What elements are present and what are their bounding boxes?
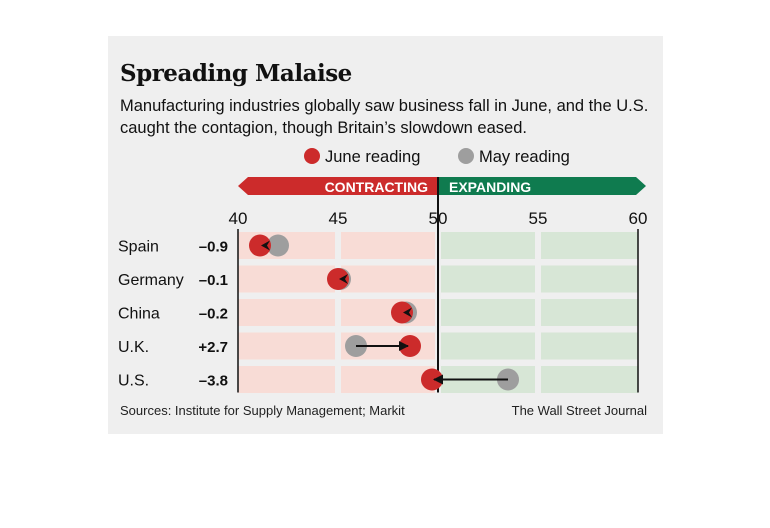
june-point xyxy=(249,234,271,257)
x-tick-label: 55 xyxy=(529,209,548,228)
zone-banner: CONTRACTING EXPANDING xyxy=(238,177,646,195)
june-point xyxy=(391,301,413,324)
expanding-label: EXPANDING xyxy=(449,179,531,195)
data-row: China –0.2 xyxy=(118,301,417,324)
country-label: Germany xyxy=(118,272,184,289)
change-value: –3.8 xyxy=(199,373,228,390)
country-label: U.K. xyxy=(118,339,149,356)
row-band xyxy=(341,366,435,393)
data-row: U.K. +2.7 xyxy=(118,335,421,357)
june-point xyxy=(399,335,421,357)
legend-june-label: June reading xyxy=(325,148,420,166)
chart-subtitle: Manufacturing industries globally saw bu… xyxy=(120,97,649,137)
change-arrowhead xyxy=(339,274,348,284)
row-band xyxy=(541,265,638,293)
axis-lines xyxy=(237,177,639,393)
row-band xyxy=(541,366,638,393)
legend-may-swatch xyxy=(458,148,474,164)
country-label: Spain xyxy=(118,239,159,256)
change-arrowhead xyxy=(403,307,412,318)
row-band xyxy=(441,332,535,360)
row-band xyxy=(341,232,435,259)
change-value: +2.7 xyxy=(198,339,228,356)
credit-note: The Wall Street Journal xyxy=(511,403,647,418)
row-band xyxy=(341,299,435,326)
row-band xyxy=(341,265,435,293)
chart-title: Spreading Malaise xyxy=(120,60,352,87)
row-band xyxy=(238,265,335,293)
row-band xyxy=(238,366,335,393)
may-point xyxy=(267,234,289,257)
source-note: Sources: Institute for Supply Management… xyxy=(120,403,405,418)
legend-june-swatch xyxy=(304,148,320,164)
data-row: U.S. –3.8 xyxy=(118,368,519,391)
legend-may-label: May reading xyxy=(479,148,570,166)
row-band xyxy=(541,232,638,259)
data-row: Germany –0.1 xyxy=(118,268,351,290)
contracting-label: CONTRACTING xyxy=(325,179,429,195)
data-rows: Spain –0.9 Germany –0.1 China –0.2 U.K. +2.7 U.S… xyxy=(118,234,519,391)
change-value: –0.1 xyxy=(199,272,228,289)
country-label: China xyxy=(118,306,160,323)
row-band xyxy=(441,232,535,259)
x-tick-label: 40 xyxy=(229,209,248,228)
june-point xyxy=(421,368,443,391)
change-arrowhead xyxy=(261,240,270,251)
change-value: –0.9 xyxy=(199,239,228,256)
row-band xyxy=(238,299,335,326)
contracting-arrow xyxy=(238,177,438,195)
row-band xyxy=(541,299,638,326)
x-tick-label: 45 xyxy=(329,209,348,228)
change-value: –0.2 xyxy=(199,306,228,323)
row-band xyxy=(238,332,335,360)
x-tick-label: 60 xyxy=(629,209,648,228)
data-row: Spain –0.9 xyxy=(118,234,289,257)
row-band xyxy=(441,299,535,326)
legend: June reading May reading xyxy=(304,148,570,166)
country-label: U.S. xyxy=(118,373,149,390)
expanding-arrow xyxy=(438,177,646,195)
row-band xyxy=(541,332,638,360)
june-point xyxy=(327,268,349,290)
x-axis-ticks: 40 45 50 55 60 xyxy=(229,209,648,228)
row-band xyxy=(441,265,535,293)
